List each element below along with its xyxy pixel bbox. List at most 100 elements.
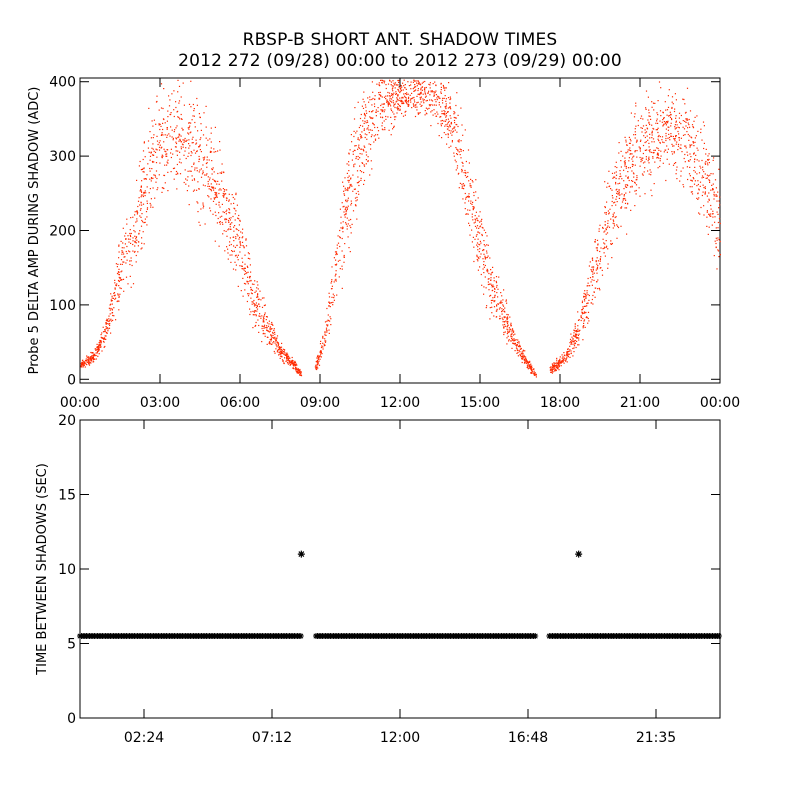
data-point [625,151,627,154]
data-point [315,365,317,367]
data-point [457,149,459,151]
data-point [336,263,338,265]
data-point [374,98,376,101]
data-point [207,185,209,187]
data-point [157,187,159,189]
data-point [159,144,161,146]
data-point [619,170,621,172]
data-point [227,252,229,254]
data-point [199,116,201,119]
data-point [185,157,187,160]
data-point [460,149,462,151]
data-point [529,367,531,369]
data-point [657,138,659,140]
data-point [639,165,641,167]
data-point [257,284,259,286]
data-point [272,324,274,326]
data-point [129,251,131,253]
data-point [136,220,138,222]
data-point [213,189,215,191]
data-point [435,104,437,106]
data-point [668,163,670,165]
data-point [444,125,446,127]
data-point [667,129,669,131]
data-point [684,112,687,114]
data-point [82,362,84,364]
data-point [680,175,682,177]
data-point [584,290,586,292]
data-point [221,215,223,217]
data-point [149,131,151,133]
data-point [496,292,498,294]
data-point [417,112,419,114]
data-point [509,330,511,332]
data-point [183,181,185,184]
data-point [167,149,169,151]
data-point [229,219,231,221]
data-point [183,104,185,106]
data-point [270,323,272,325]
data-point [196,150,198,153]
data-point [297,369,299,371]
data-point [324,334,326,336]
data-point [335,280,337,282]
data-point [331,266,333,268]
data-point [336,294,338,296]
data-point [624,162,626,165]
data-point [614,216,616,219]
data-point [202,204,204,206]
data-point [425,95,427,97]
data-point [511,328,514,330]
data-point [465,213,467,215]
data-point [663,123,665,125]
data-point [93,355,95,357]
data-point [615,174,618,176]
data-point [616,196,618,198]
data-point [455,117,457,119]
data-point [165,153,167,155]
data-point [121,279,123,281]
data-point [430,111,432,113]
data-point [558,366,560,368]
data-point [149,159,151,161]
data-point [440,89,442,91]
data-point [634,134,637,136]
data-point [175,141,177,143]
data-point [98,342,100,344]
data-point [184,169,186,171]
data-point [421,89,423,91]
data-point [114,288,116,290]
data-point [343,211,345,213]
data-point [355,145,357,147]
scatter-series-1 [80,79,303,377]
data-point [458,187,460,189]
data-point [117,271,120,273]
data-point [602,227,604,229]
data-point [598,228,600,230]
data-point [148,151,150,153]
data-point [111,297,113,299]
data-point [358,193,360,195]
data-point [512,339,514,341]
data-point [551,372,553,374]
data-point [191,152,193,154]
data-point [381,125,383,127]
data-point [697,183,699,186]
data-point [486,252,488,254]
data-point [323,343,325,345]
data-point [591,258,593,260]
data-point [228,244,231,246]
data-point [158,174,160,176]
data-point [281,342,283,344]
data-point [675,162,677,164]
data-point [255,302,257,304]
data-point [266,327,268,329]
data-point [207,183,209,185]
data-point [634,113,636,115]
data-point [280,348,282,350]
data-point [604,246,606,248]
data-point [658,134,660,137]
data-point [359,157,361,159]
data-point [380,116,382,118]
data-point [92,361,94,363]
